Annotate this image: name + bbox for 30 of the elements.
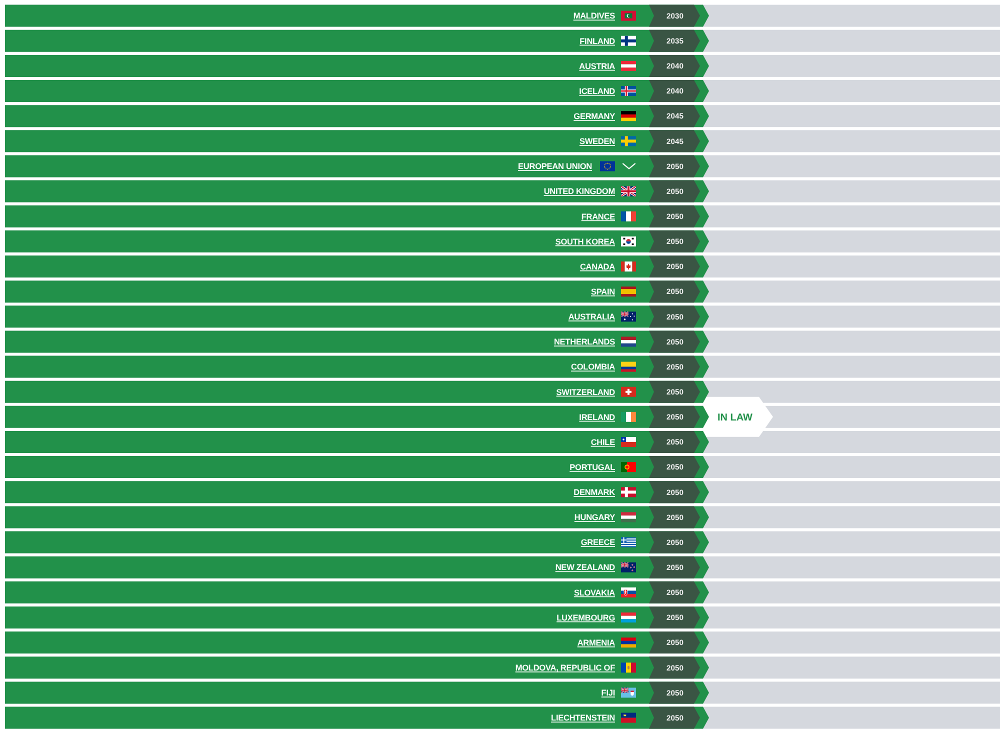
category-label: CHILE [590, 436, 616, 447]
category-label: LUXEMBOURG [556, 612, 615, 622]
category-label: SPAIN [591, 286, 616, 296]
category-label: SWEDEN [579, 136, 616, 146]
category-label: FRANCE [581, 211, 616, 222]
category-label: PORTUGAL [570, 462, 616, 472]
category-label: ICELAND [579, 86, 616, 96]
category-label: SLOVAKIA [574, 587, 616, 598]
category-label: COLOMBIA [571, 362, 616, 372]
category-label: DENMARK [574, 487, 616, 498]
category-label: SOUTH KOREA [555, 236, 616, 246]
category-label: MOLDOVA, REPUBLIC OF [515, 662, 616, 673]
category-label: MALDIVES [573, 10, 616, 21]
category-label: CANADA [580, 261, 616, 272]
category-label: LIECHTENSTEIN [551, 712, 616, 723]
category-label: FINLAND [580, 36, 616, 46]
category-label: AUSTRALIA [568, 312, 616, 322]
category-label: IRELAND [579, 412, 616, 422]
category-label: GERMANY [574, 110, 616, 121]
text: IN LAW [718, 412, 752, 424]
category-label: NEW ZEALAND [555, 562, 616, 572]
category-label: FIJI [601, 688, 615, 698]
category-label: UNITED KINGDOM [544, 186, 616, 196]
category-label: EUROPEAN UNION [518, 161, 592, 172]
category-label: AUSTRIA [579, 60, 616, 71]
category-label: HUNGARY [574, 512, 616, 522]
category-label: GREECE [580, 537, 616, 548]
category-label: ARMENIA [577, 637, 616, 648]
category-label: SWITZERLAND [556, 386, 616, 397]
category-label: NETHERLANDS [554, 336, 616, 347]
